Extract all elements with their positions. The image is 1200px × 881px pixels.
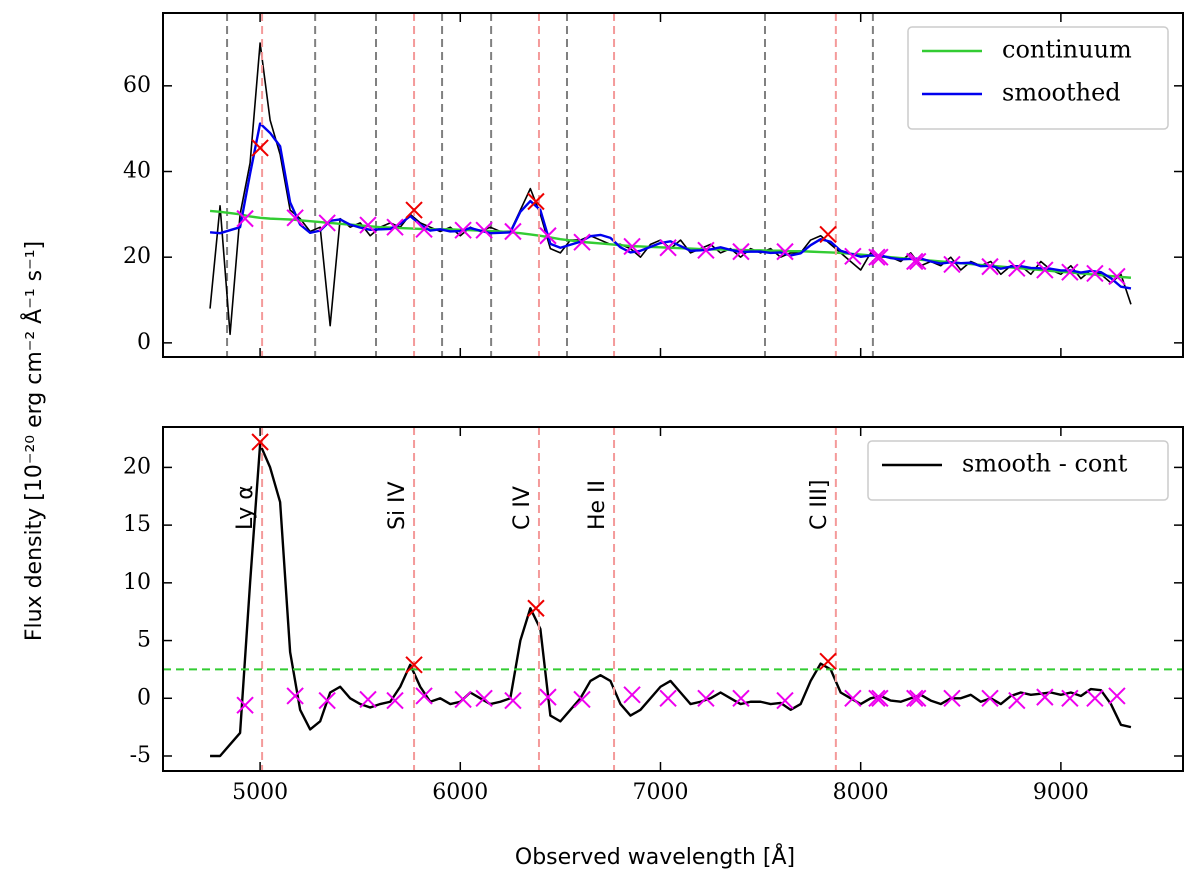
- y-tick-label: 20: [123, 454, 151, 479]
- candidate-marker: [697, 689, 715, 707]
- candidate-marker: [909, 689, 927, 707]
- candidate-marker: [573, 690, 591, 709]
- candidate-marker: [318, 214, 336, 232]
- peak-marker: [251, 139, 269, 157]
- candidate-marker: [906, 689, 924, 707]
- candidate-marker: [732, 242, 750, 261]
- candidate-marker: [981, 689, 999, 707]
- candidate-marker: [909, 252, 927, 271]
- candidate-marker: [318, 691, 336, 710]
- y-tick-label: 0: [137, 685, 151, 710]
- candidate-marker: [286, 209, 304, 227]
- candidate-marker: [539, 227, 557, 245]
- legend-label: smooth - cont: [962, 450, 1128, 478]
- candidate-marker: [1108, 687, 1126, 705]
- candidate-marker: [236, 209, 254, 228]
- candidate-marker: [236, 696, 254, 714]
- candidate-marker: [776, 691, 794, 710]
- legend-box: [907, 26, 1169, 130]
- candidate-marker: [386, 691, 404, 710]
- candidate-marker: [844, 689, 862, 707]
- candidate-marker: [981, 257, 999, 276]
- y-tick-label: 0: [137, 330, 151, 355]
- axes-frame: [162, 426, 1184, 772]
- y-tick-label: 10: [123, 570, 151, 595]
- y-tick-label: 60: [123, 73, 151, 98]
- candidate-marker: [359, 216, 377, 234]
- candidate-marker: [1036, 688, 1054, 706]
- peak-marker: [251, 433, 269, 451]
- candidate-marker: [868, 689, 886, 707]
- candidate-marker: [415, 687, 433, 705]
- peak-marker: [819, 225, 837, 244]
- candidate-marker: [844, 247, 862, 266]
- candidate-marker: [623, 686, 641, 704]
- candidate-marker: [504, 222, 522, 241]
- candidate-marker: [1061, 263, 1079, 281]
- candidate-marker: [697, 241, 715, 260]
- plot-area: [209, 13, 1132, 357]
- candidate-marker: [1108, 267, 1126, 286]
- line-label: Ly α: [233, 485, 258, 530]
- candidate-marker: [454, 221, 472, 239]
- x-axis-label: Observed wavelength [Å]: [515, 843, 795, 870]
- peak-marker: [405, 201, 423, 219]
- candidate-marker: [871, 248, 889, 266]
- peak-marker: [527, 599, 545, 617]
- x-tick-label: 5000: [232, 780, 288, 805]
- peak-marker: [819, 652, 837, 671]
- candidate-marker: [776, 242, 794, 261]
- legend-label: smoothed: [1002, 79, 1121, 107]
- candidate-marker: [504, 691, 522, 710]
- candidate-marker: [475, 221, 493, 239]
- candidate-marker: [1086, 264, 1104, 283]
- candidate-marker: [415, 220, 433, 239]
- candidate-marker: [386, 218, 404, 236]
- x-tick-label: 8000: [833, 780, 889, 805]
- legend-label: continuum: [1002, 36, 1132, 64]
- candidate-marker: [659, 689, 677, 707]
- candidate-marker: [623, 237, 641, 256]
- candidate-marker: [1008, 691, 1026, 710]
- axes-frame: [162, 12, 1184, 358]
- y-tick-label: 40: [123, 159, 151, 184]
- x-tick-label: 6000: [432, 780, 488, 805]
- candidate-marker: [659, 239, 677, 257]
- y-axis-label: Flux density [10⁻²⁰ erg cm⁻² Å⁻¹ s⁻¹]: [20, 241, 47, 641]
- x-tick-label: 9000: [1033, 780, 1089, 805]
- candidate-marker: [868, 248, 886, 266]
- candidate-marker: [906, 252, 924, 271]
- candidate-marker: [943, 255, 961, 274]
- candidate-marker: [286, 687, 304, 705]
- line-label: He II: [585, 480, 610, 530]
- line-label: Si IV: [385, 481, 410, 530]
- x-tick-label: 7000: [632, 780, 688, 805]
- y-tick-label: 20: [123, 244, 151, 269]
- plot-area: [163, 427, 1183, 771]
- y-tick-label: 5: [137, 628, 151, 653]
- candidate-marker: [732, 689, 750, 707]
- y-tick-label: 15: [123, 512, 151, 537]
- y-tick-label: -5: [130, 743, 151, 768]
- candidate-marker: [475, 689, 493, 707]
- candidate-marker: [359, 690, 377, 709]
- candidate-marker: [573, 233, 591, 251]
- candidate-marker: [454, 690, 472, 709]
- candidate-marker: [1086, 689, 1104, 707]
- candidate-marker: [943, 689, 961, 707]
- line-label: C IV: [510, 486, 535, 530]
- candidate-marker: [1008, 259, 1026, 278]
- peak-marker: [405, 656, 423, 674]
- candidate-marker: [1061, 689, 1079, 707]
- candidate-marker: [1036, 261, 1054, 279]
- candidate-marker: [871, 689, 889, 707]
- legend-box: [867, 440, 1169, 501]
- line-label: C III]: [807, 480, 832, 530]
- candidate-marker: [539, 688, 557, 706]
- peak-marker: [527, 192, 545, 211]
